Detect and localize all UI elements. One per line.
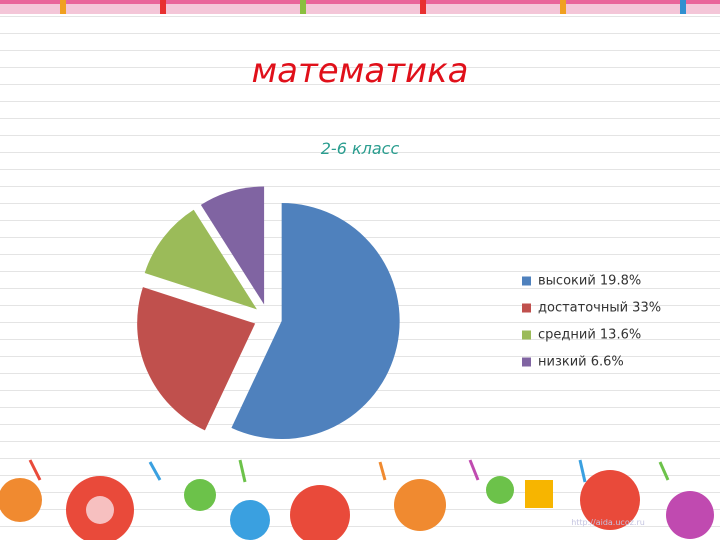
legend-swatch <box>522 330 531 340</box>
legend-swatch <box>522 357 531 367</box>
legend-swatch <box>522 276 531 286</box>
legend-label: низкий 6.6% <box>538 355 624 370</box>
pie-slice <box>137 287 256 431</box>
legend-label: достаточный 33% <box>538 301 661 316</box>
legend-label: высокий 19.8% <box>538 274 641 289</box>
bottom-decoration <box>0 459 714 540</box>
pie-slice <box>200 186 265 305</box>
legend-swatch <box>522 303 531 313</box>
top-border <box>0 0 720 14</box>
footer-url: http://aida.ucoz.ru <box>571 518 645 527</box>
chart-subtitle: 2-6 класс <box>321 139 400 158</box>
legend-label: средний 13.6% <box>538 328 641 343</box>
pie-slice <box>144 209 257 310</box>
slide-title: математика <box>252 51 469 91</box>
pie-slice <box>231 203 400 440</box>
